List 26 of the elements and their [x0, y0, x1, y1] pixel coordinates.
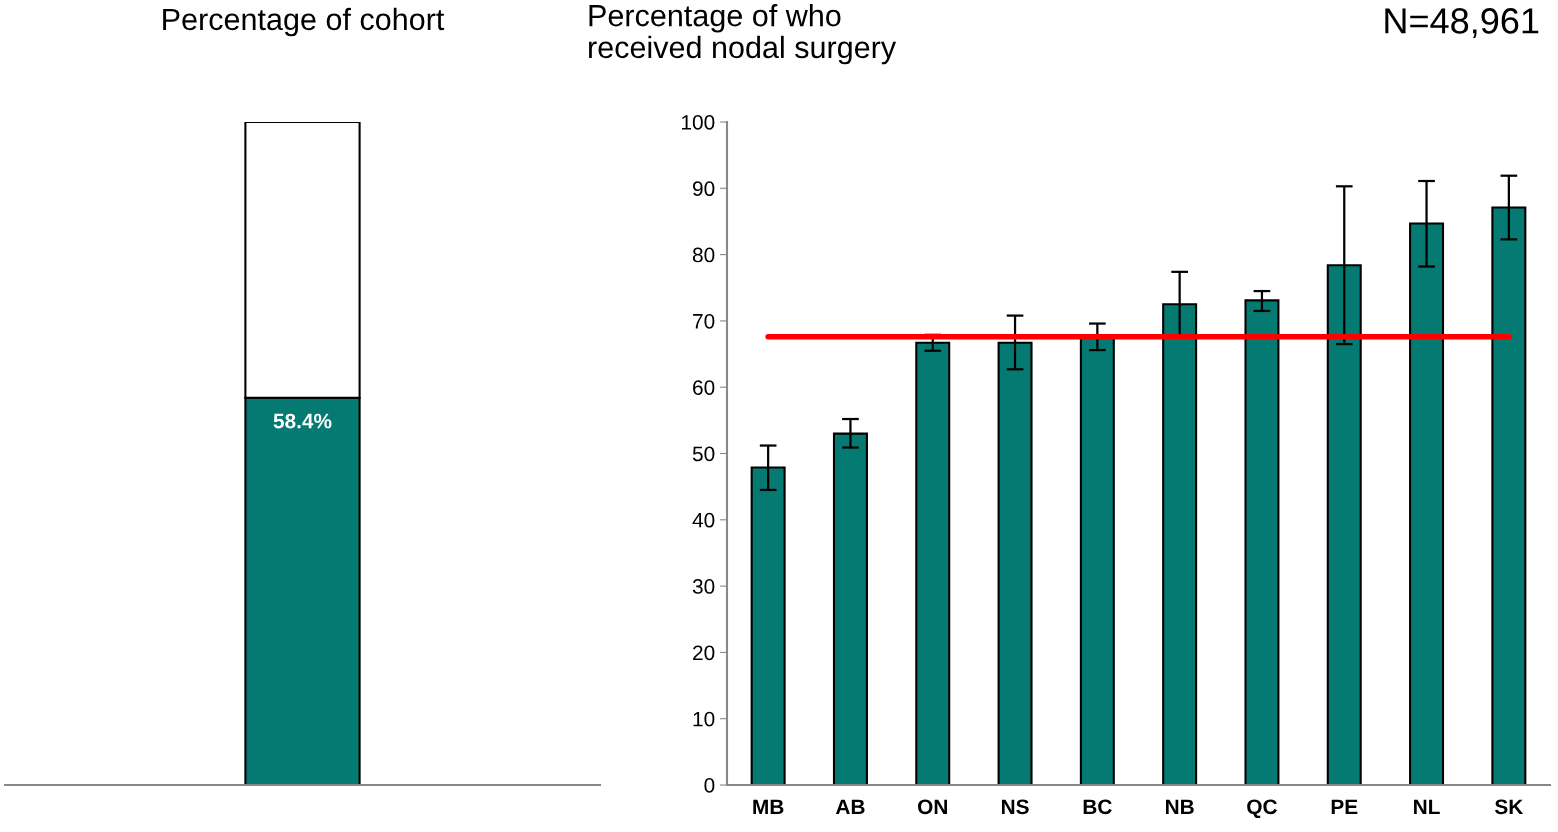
y-tick-label: 50 — [692, 446, 715, 462]
text: N=48,961 — [1385, 8, 1539, 38]
y-tick-label: 0 — [704, 778, 715, 793]
y-tick-label: 80 — [692, 247, 715, 263]
x-tick-label: NS — [1001, 799, 1029, 815]
x-tick-label: ON — [917, 799, 947, 815]
y-tick-label: 70 — [693, 313, 715, 329]
x-tick-label: NL — [1414, 799, 1440, 814]
y-tick-label: 20 — [693, 645, 715, 661]
x-tick-label: PE — [1331, 799, 1358, 814]
data-label: 58.4% — [273, 413, 332, 429]
x-tick-label: NB — [1166, 799, 1194, 814]
bar — [915, 341, 951, 785]
chart-title: Percentage of cohort — [163, 7, 445, 37]
y-tick-label: 90 — [693, 181, 715, 197]
x-tick-label: BC — [1083, 799, 1112, 815]
chart-title: Percentage of who received nodal surgery — [589, 4, 897, 65]
y-tick-label: 60 — [693, 380, 715, 395]
y-tick-label: 40 — [692, 512, 715, 528]
x-tick-label: MB — [753, 799, 784, 814]
x-tick-label: SK — [1494, 799, 1524, 815]
x-tick-label: AB — [835, 799, 865, 814]
y-tick-label: 10 — [693, 711, 715, 727]
y-tick-label: 100 — [682, 115, 715, 130]
x-tick-label: QC — [1247, 799, 1278, 819]
y-tick-label: 30 — [692, 579, 715, 594]
